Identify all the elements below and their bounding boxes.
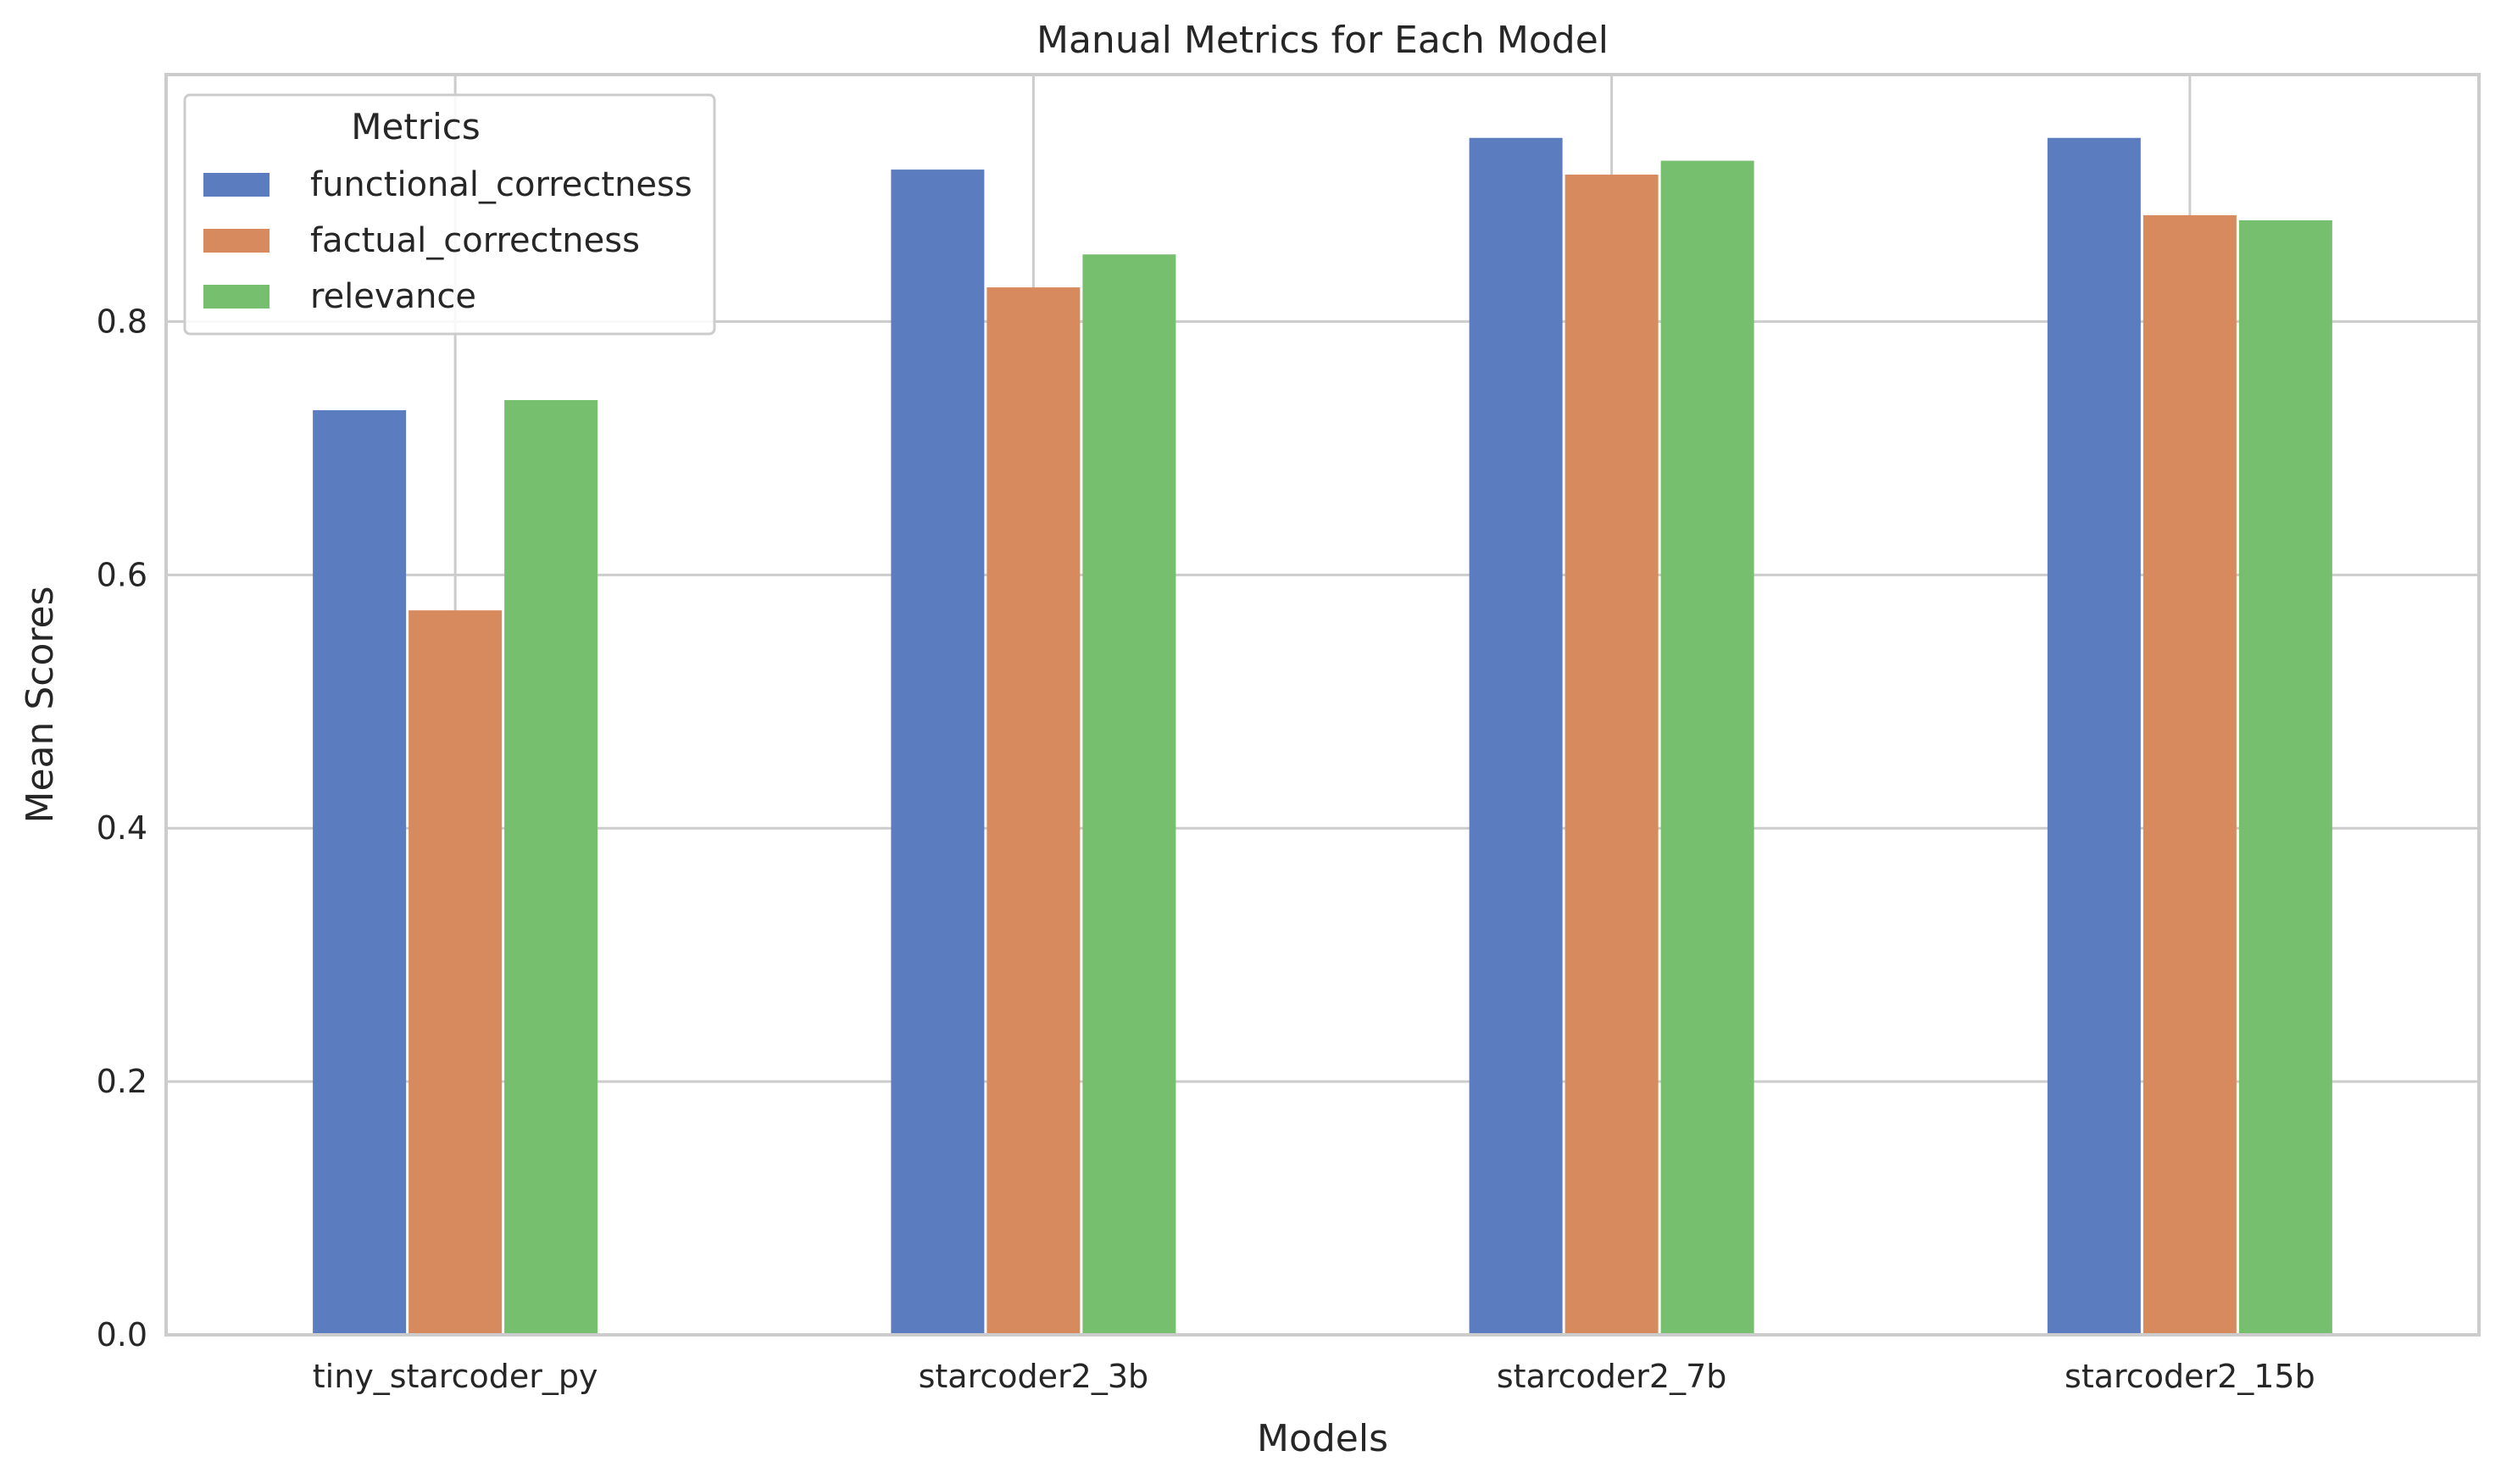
chart-title: Manual Metrics for Each Model — [1037, 19, 1609, 62]
x-tick-label: starcoder2_7b — [1497, 1358, 1727, 1395]
bar-functional_correctness-starcoder2_3b — [891, 170, 985, 1335]
y-tick-label: 0.6 — [97, 556, 147, 593]
plot-frame — [164, 73, 2481, 1337]
bar-factual_correctness-starcoder2_7b — [1565, 175, 1659, 1335]
bar-factual_correctness-starcoder2_3b — [987, 287, 1081, 1336]
y-tick-label: 0.4 — [97, 809, 147, 847]
bar-relevance-tiny_starcoder_py — [504, 400, 598, 1336]
y-axis-label: Mean Scores — [19, 586, 62, 823]
legend-label-relevance: relevance — [310, 277, 476, 316]
legend-swatch-relevance — [203, 285, 270, 308]
x-tick-label: tiny_starcoder_py — [313, 1358, 598, 1395]
bars — [313, 137, 2332, 1336]
x-axis-label: Models — [1257, 1417, 1388, 1460]
legend-swatch-functional_correctness — [203, 173, 270, 197]
y-tick-label: 0.0 — [97, 1316, 147, 1353]
y-tick-label: 0.2 — [97, 1063, 147, 1100]
bar-functional_correctness-starcoder2_15b — [2047, 137, 2141, 1335]
legend-label-factual_correctness: factual_correctness — [310, 221, 640, 260]
x-tick-label: starcoder2_15b — [2065, 1358, 2315, 1395]
bar-relevance-starcoder2_3b — [1082, 254, 1176, 1335]
bar-functional_correctness-starcoder2_7b — [1469, 137, 1563, 1335]
legend-box — [183, 93, 716, 336]
legend-items: functional_correctness factual_correctnes… — [203, 165, 692, 316]
bar-functional_correctness-tiny_starcoder_py — [313, 410, 407, 1336]
x-tick-label: starcoder2_3b — [919, 1358, 1149, 1395]
bar-relevance-starcoder2_7b — [1660, 160, 1754, 1335]
y-tick-labels: 0.0 0.2 0.4 0.6 0.8 — [97, 303, 147, 1353]
bar-factual_correctness-tiny_starcoder_py — [408, 610, 503, 1335]
bar-factual_correctness-starcoder2_15b — [2143, 214, 2237, 1335]
legend-title: Metrics — [351, 106, 480, 147]
y-tick-label: 0.8 — [97, 303, 147, 340]
legend: Metrics functional_correctness factual_co… — [183, 93, 716, 336]
bar-relevance-starcoder2_15b — [2238, 220, 2332, 1336]
legend-swatch-factual_correctness — [203, 229, 270, 253]
legend-label-functional_correctness: functional_correctness — [310, 165, 692, 204]
x-tick-labels: tiny_starcoder_py starcoder2_3b starcoder2… — [313, 1358, 2315, 1395]
